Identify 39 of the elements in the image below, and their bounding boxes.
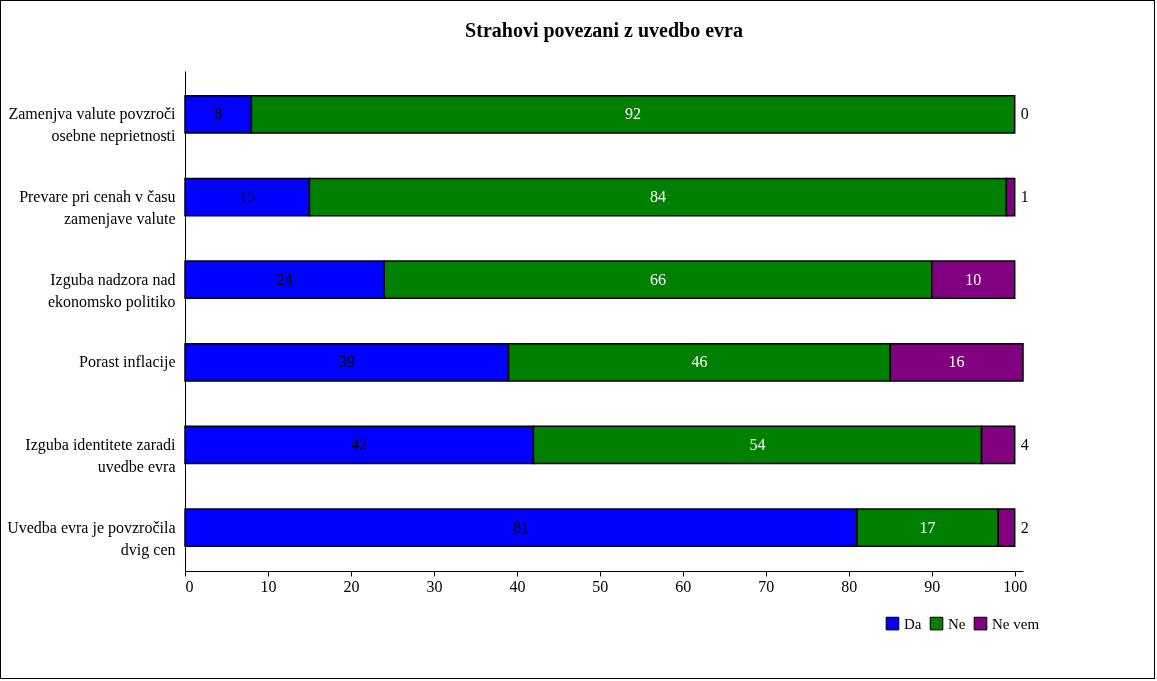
data-label: 39 bbox=[338, 353, 355, 371]
data-label: 92 bbox=[625, 105, 642, 123]
data-label: 66 bbox=[649, 270, 666, 288]
data-label: 1 bbox=[1020, 188, 1029, 206]
x-tick-label: 100 bbox=[1003, 577, 1028, 595]
data-label: 10 bbox=[965, 270, 982, 288]
x-tick-label: 10 bbox=[260, 577, 277, 595]
x-tick-label: 0 bbox=[185, 577, 194, 595]
x-tick-label: 60 bbox=[675, 577, 692, 595]
data-label: 2 bbox=[1020, 518, 1029, 536]
y-tick-label: Izguba nadzora nad ekonomsko politiko bbox=[47, 270, 176, 311]
y-tick-label: Zamenjva valute povzroči osebne neprietnosti bbox=[8, 105, 177, 146]
y-tick-label: Izguba identitete zaradi uvedbe evra bbox=[25, 435, 177, 475]
data-label: 46 bbox=[691, 353, 708, 371]
legend-label: Ne vem bbox=[992, 615, 1040, 632]
data-label: 54 bbox=[749, 435, 766, 453]
y-tick-label: Prevare pri cenah v času zamenjave valute bbox=[19, 188, 176, 229]
data-label: 81 bbox=[513, 518, 530, 536]
x-tick-label: 20 bbox=[343, 577, 360, 595]
legend-label: Ne bbox=[948, 615, 966, 632]
x-tick-label: 30 bbox=[426, 577, 443, 595]
y-tick-label: Uvedba evra je povzročila dvig cen bbox=[7, 518, 176, 559]
data-label: 15 bbox=[239, 188, 256, 206]
x-tick-label: 50 bbox=[592, 577, 609, 595]
chart-title: Strahovi povezani z uvedbo evra bbox=[465, 19, 743, 42]
data-label: 4 bbox=[1020, 435, 1029, 453]
x-tick-label: 90 bbox=[924, 577, 941, 595]
data-label: 17 bbox=[919, 518, 936, 536]
x-tick-label: 80 bbox=[841, 577, 858, 595]
data-label: 42 bbox=[351, 435, 368, 453]
legend-label: Da bbox=[904, 615, 922, 632]
data-label: 8 bbox=[214, 105, 223, 123]
data-label: 84 bbox=[649, 188, 666, 206]
data-label: 16 bbox=[948, 353, 965, 371]
data-label: 24 bbox=[276, 270, 293, 288]
y-tick-label: Porast inflacije bbox=[79, 353, 176, 372]
x-tick-label: 40 bbox=[509, 577, 526, 595]
x-tick-label: 70 bbox=[758, 577, 775, 595]
data-label: 0 bbox=[1020, 105, 1029, 123]
